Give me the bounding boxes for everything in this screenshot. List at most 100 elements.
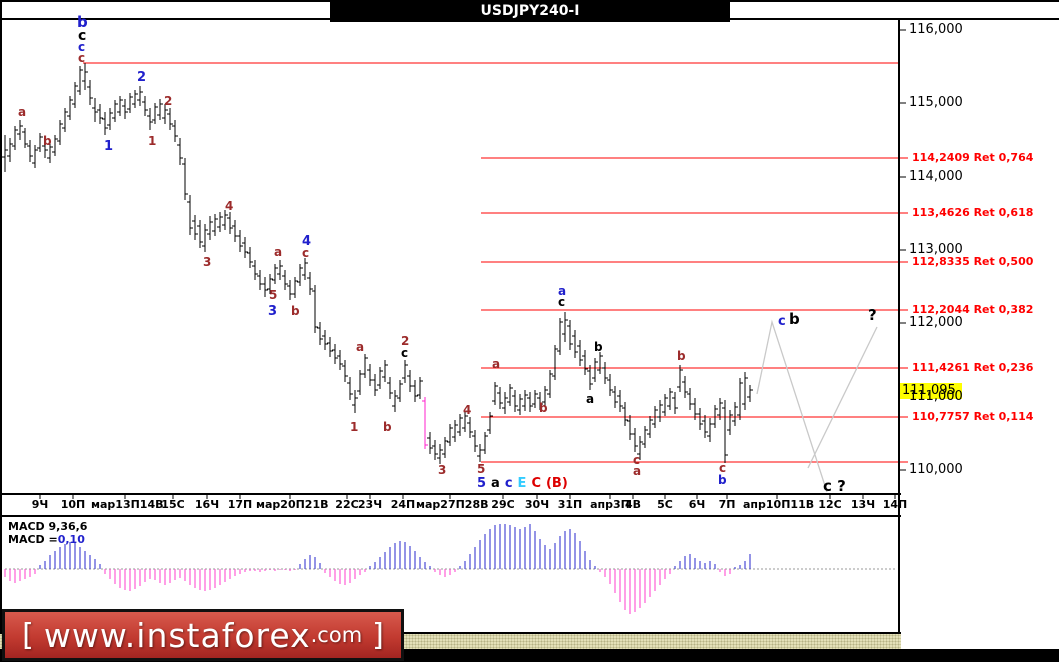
wave-label-1: 1 (350, 420, 359, 434)
wave-count-item: E (517, 476, 527, 491)
macd-value-prefix: MACD = (8, 533, 58, 546)
time-axis-label: 24П (390, 498, 416, 511)
time-axis-label: апр3П (590, 498, 630, 511)
time-axis-label: апр10П11В (743, 498, 815, 511)
chart-bottom-border (0, 493, 901, 495)
macd-indicator-label: MACD 9,36,6 (8, 520, 88, 533)
time-axis-label: 5С (657, 498, 673, 511)
time-axis-label: 31П (557, 498, 583, 511)
time-axis-label: 23Ч (357, 498, 383, 511)
time-axis-label: 13Ч (850, 498, 876, 511)
wave-label-2: 2 (401, 334, 410, 348)
wave-label-a: a (586, 392, 595, 406)
wave-label-4: 4 (302, 234, 312, 249)
watermark-bracket-left: [ (22, 617, 34, 653)
time-axis-label: 4В (624, 498, 642, 511)
price-axis-label: 112,000 (909, 315, 963, 330)
wave-label-c: c (78, 40, 86, 54)
wave-count-item: (B) (545, 476, 568, 491)
time-axis-label: 7П (718, 498, 736, 511)
wave-label-5: 5 (477, 462, 486, 476)
wave-label-b: b (677, 349, 686, 363)
time-axis-label: 16Ч (194, 498, 220, 511)
price-axis-label: 114,000 (909, 169, 963, 184)
wave-projection-line (756, 319, 828, 493)
wave-label-a: a (633, 464, 642, 478)
time-axis-label: 22С (335, 498, 359, 511)
wave-label-c: c (633, 453, 641, 467)
watermark-url-suffix: .com (310, 623, 363, 647)
wave-label-c: c (558, 295, 566, 309)
wave-label-1: 1 (148, 134, 157, 148)
fib-level-label: 110,7757 Ret 0,114 (912, 410, 1034, 423)
wave-label-2: 2 (137, 70, 147, 85)
time-axis-label: 30Ч (524, 498, 550, 511)
price-axis-label: 111,000 (909, 389, 963, 404)
time-axis-label: 29С (491, 498, 515, 511)
axis-divider (898, 18, 900, 650)
fib-level-label: 112,2044 Ret 0,382 (912, 303, 1034, 316)
fib-level-label: 113,4626 Ret 0,618 (912, 206, 1034, 219)
left-border (0, 0, 2, 650)
wave-label-3: 3 (438, 463, 447, 477)
wave-count-item: c (504, 476, 513, 491)
wave-label-a: a (356, 340, 365, 354)
price-axis-label: 116,000 (909, 22, 963, 37)
fib-level-label: 114,2409 Ret 0,764 (912, 151, 1034, 164)
fib-level-label: 112,8335 Ret 0,500 (912, 255, 1034, 268)
wave-label-a: a (492, 357, 501, 371)
wave-label-b: b (539, 401, 548, 415)
instaforex-watermark: [ www.instaforex .com ] (2, 609, 404, 661)
watermark-bracket-right: ] (372, 617, 384, 653)
wave-label-a: a (558, 284, 567, 298)
wave-label-3: 3 (203, 255, 212, 269)
time-axis-label: 6Ч (688, 498, 706, 511)
macd-value-label: MACD =0,10 (8, 533, 85, 546)
wave-label-3: 3 (268, 304, 278, 319)
time-axis-label: 14П (882, 498, 908, 511)
macd-bottom-border (0, 632, 901, 634)
wave-label-c: c (78, 51, 86, 65)
wave-label-4: 4 (463, 403, 472, 417)
wave-label-a: a (274, 245, 283, 259)
wave-label-5: 5 (269, 288, 278, 302)
price-axis-label: 110,000 (909, 462, 963, 477)
wave-label-b: b (43, 134, 52, 148)
wave-label-b: b (77, 13, 88, 31)
time-axis-label: 17П (227, 498, 253, 511)
time-axis-label: 15С (161, 498, 185, 511)
wave-label-2: 2 (164, 94, 173, 108)
price-axis-label: 115,000 (909, 95, 963, 110)
time-axis-label: мар13П14В (91, 498, 164, 511)
wave-label-c: c (778, 314, 786, 329)
wave-label-c: c (302, 246, 310, 260)
wave-label-c: c (78, 28, 87, 44)
wave-count-annotation: 5 a c E C (B) (477, 476, 573, 491)
macd-top-border (0, 515, 901, 517)
wave-count-item: C (531, 476, 541, 491)
current-price-tag: 111,095 (900, 383, 962, 399)
wave-label-b: b (789, 310, 800, 328)
fib-level-label: 111,4261 Ret 0,236 (912, 361, 1034, 374)
wave-label-b: b (594, 340, 603, 354)
wave-label-: ? (868, 306, 877, 324)
time-axis-label: 10П (60, 498, 86, 511)
wave-label-c: c (401, 346, 409, 360)
price-axis-label: 113,000 (909, 242, 963, 257)
wave-label-b: b (383, 420, 392, 434)
wave-projection-line (807, 326, 878, 469)
wave-count-item: 5 (477, 476, 487, 491)
wave-count-item: a (491, 476, 500, 491)
wave-label-c: c (719, 461, 727, 475)
time-axis-label: 9Ч (31, 498, 49, 511)
wave-label-b: b (718, 473, 727, 487)
macd-value: 0,10 (57, 533, 85, 546)
watermark-url: www.instaforex (43, 615, 311, 655)
time-axis-label: 12С (818, 498, 842, 511)
chart-title-box: USDJPY240-I (330, 0, 730, 22)
wave-label-4: 4 (225, 199, 234, 213)
wave-label-1: 1 (104, 139, 114, 154)
wave-label-c: c ? (823, 477, 846, 495)
